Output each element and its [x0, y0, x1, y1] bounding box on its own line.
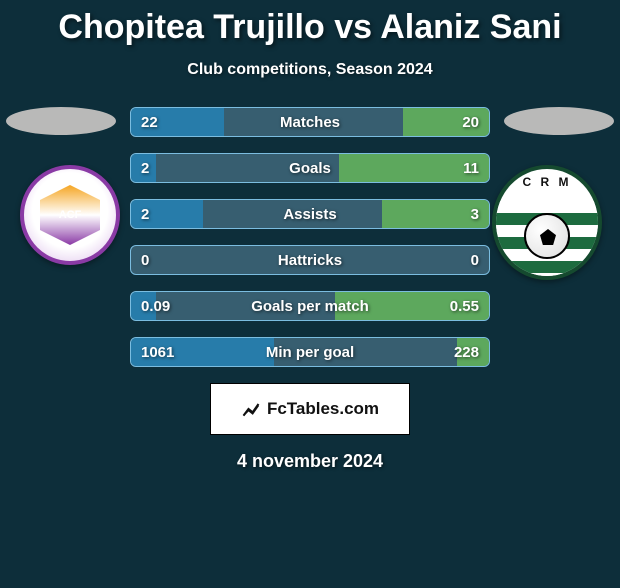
club-badge-left: ACF: [20, 165, 120, 265]
stat-label: Goals: [131, 154, 489, 182]
stat-row: Goals2 11: [130, 153, 490, 183]
stat-value-right: 20: [462, 108, 479, 136]
club-badge-right: C R M: [492, 165, 602, 280]
club-initials-right: C R M: [496, 175, 598, 189]
stat-label: Min per goal: [131, 338, 489, 366]
subtitle: Club competitions, Season 2024: [0, 61, 620, 79]
stat-value-right: 3: [471, 200, 479, 228]
stat-value-left: 2: [141, 154, 149, 182]
stat-label: Goals per match: [131, 292, 489, 320]
stat-value-right: 0: [471, 246, 479, 274]
stat-value-left: 1061: [141, 338, 174, 366]
date-label: 4 november 2024: [0, 451, 620, 472]
club-crest-left: ACF: [40, 185, 100, 245]
stat-row: Goals per match0.09 0.55: [130, 291, 490, 321]
stat-value-left: 0.09: [141, 292, 170, 320]
soccer-ball-icon: [524, 213, 570, 259]
stat-label: Assists: [131, 200, 489, 228]
stat-value-left: 22: [141, 108, 158, 136]
player-left-oval: [6, 107, 116, 135]
stat-value-right: 228: [454, 338, 479, 366]
stat-label: Matches: [131, 108, 489, 136]
comparison-content: ACF C R M Matches2220Goals211Assists23Ha…: [0, 107, 620, 472]
chart-icon: [241, 399, 261, 419]
brand-box[interactable]: FcTables.com: [210, 383, 410, 435]
brand-label: FcTables.com: [267, 399, 379, 419]
page-title: Chopitea Trujillo vs Alaniz Sani: [0, 8, 620, 47]
stat-row: Hattricks0 0: [130, 245, 490, 275]
stat-bars: Matches2220Goals211Assists23Hattricks00G…: [130, 107, 490, 367]
player-right-oval: [504, 107, 614, 135]
stat-row: Min per goal1061 228: [130, 337, 490, 367]
stat-value-left: 2: [141, 200, 149, 228]
stat-value-right: 0.55: [450, 292, 479, 320]
stat-row: Matches22 20: [130, 107, 490, 137]
stat-value-left: 0: [141, 246, 149, 274]
stat-row: Assists2 3: [130, 199, 490, 229]
stat-value-right: 11: [463, 154, 479, 182]
stat-label: Hattricks: [131, 246, 489, 274]
